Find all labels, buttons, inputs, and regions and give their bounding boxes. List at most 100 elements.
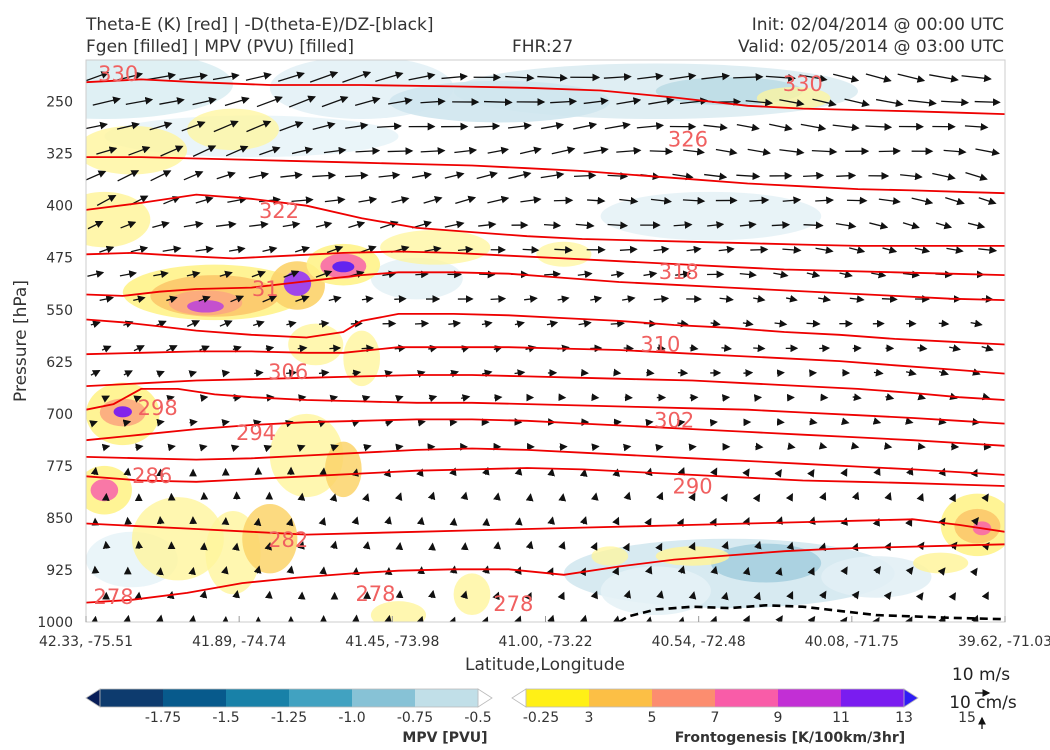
wind-vector-8 [342, 70, 372, 83]
wind-vector-259 [328, 295, 342, 303]
x-axis: 42.33, -75.51 41.89, -74.74 41.45, -73.98 4… [39, 616, 1050, 650]
wind-vector-325 [657, 344, 666, 352]
wind-vector-376 [494, 393, 503, 402]
wind-vector-118 [280, 171, 303, 180]
wind-vector-581 [775, 567, 783, 576]
wind-vector-495 [720, 493, 728, 503]
wind-vector-168 [87, 220, 104, 230]
wind-vector-57 [116, 121, 140, 130]
wind-vector-116 [216, 171, 236, 180]
wind-vector-21 [765, 73, 797, 82]
wind-vector-103 [715, 148, 738, 156]
wind-vector-506 [156, 515, 165, 525]
contour-label-278-15: 278 [355, 582, 395, 606]
field-fill-42 [655, 546, 730, 566]
wind-vector-50 [812, 98, 837, 107]
wind-vector-619 [188, 615, 197, 622]
wind-vector-383 [721, 394, 731, 402]
wind-vector-261 [394, 295, 407, 303]
theta-e-contour-298 [86, 388, 1005, 425]
wind-vector-500 [884, 492, 892, 501]
wind-vector-153 [520, 196, 542, 204]
x-tick-1: 41.89, -74.74 [192, 634, 286, 650]
wind-vector-171 [183, 220, 204, 229]
wind-vector-179 [444, 220, 465, 229]
wind-vector-11 [441, 72, 468, 81]
wind-vector-4 [212, 72, 240, 81]
wind-vector-555 [851, 542, 859, 552]
wind-vector-349 [514, 369, 526, 378]
wind-vector-296 [610, 319, 625, 328]
wind-vector-193 [902, 221, 920, 230]
wind-vector-482 [297, 492, 306, 501]
wind-vector-14 [537, 73, 568, 82]
field-fill-11 [821, 556, 932, 598]
field-fill-6 [600, 191, 822, 241]
wind-vector-346 [416, 370, 426, 378]
wind-vector-634 [677, 616, 685, 622]
wind-vector-496 [752, 493, 761, 503]
wind-vector-231 [315, 270, 333, 278]
wind-vector-502 [948, 493, 956, 503]
wind-vector-284 [219, 320, 233, 328]
wind-vector-254 [166, 295, 178, 304]
field-fill-27 [113, 406, 132, 418]
wind-vector-468 [742, 468, 750, 477]
wind-vector-63 [312, 121, 336, 131]
field-fill-47 [591, 546, 629, 566]
wind-vector-214 [686, 245, 702, 254]
wind-vector-101 [649, 147, 674, 156]
wind-vector-334 [949, 344, 961, 352]
theta-e-contour-326 [86, 156, 1005, 195]
wind-vector-611 [851, 590, 860, 600]
x-axis-label: Latitude,Longitude [465, 655, 625, 675]
wind-vector-20 [733, 73, 764, 81]
wind-vector-43 [583, 97, 609, 106]
wind-vector-36 [354, 96, 381, 107]
mpvbar-tick-0: -1.75 [145, 710, 181, 726]
wind-vector-280 [90, 320, 101, 328]
wind-vector-393 [122, 419, 132, 427]
wind-vector-87 [192, 145, 217, 157]
wind-vector-44 [616, 97, 642, 105]
wind-vector-615 [981, 591, 989, 601]
contour-label-290-11: 290 [672, 475, 712, 499]
wind-vector-165 [911, 197, 934, 206]
y-tick-475: 475 [46, 251, 73, 267]
wind-vector-497 [785, 493, 793, 502]
contour-label-318-4: 318 [659, 260, 699, 284]
wind-vector-310 [166, 345, 178, 353]
wind-vector-550 [688, 541, 696, 551]
field-fill-30 [288, 323, 344, 366]
wind-vector-514 [416, 516, 425, 526]
contour-label-326-2: 326 [668, 128, 708, 152]
fgenbar-swatch-3 [652, 689, 716, 707]
wind-vector-470 [807, 468, 815, 478]
wind-vector-415 [841, 417, 850, 426]
wind-vector-493 [656, 491, 664, 501]
theta-e-contour-330 [86, 78, 1005, 115]
wind-vector-436 [623, 443, 632, 452]
wind-vector-418 [938, 417, 947, 426]
wind-vector-79 [832, 123, 860, 132]
fgenbar-swatch-2 [589, 689, 653, 707]
wind-vector-119 [312, 171, 337, 180]
wind-vector-328 [753, 344, 766, 353]
wind-vector-61 [246, 120, 272, 133]
y-tick-250: 250 [46, 95, 73, 111]
wind-vector-26 [929, 74, 959, 83]
wind-vector-207 [457, 245, 474, 254]
mpvbar-tick-5: -0.5 [464, 710, 491, 726]
wind-vector-605 [656, 590, 664, 599]
wind-vector-302 [806, 319, 821, 328]
wind-vector-233 [382, 270, 397, 279]
x-tick-6: 39.62, -71.03 [958, 634, 1050, 650]
wind-vector-370 [298, 394, 307, 402]
wind-vector-513 [384, 516, 392, 525]
wind-vector-471 [840, 468, 848, 477]
wind-vector-424 [230, 444, 240, 452]
wind-vector-78 [800, 123, 827, 132]
wind-vector-586 [937, 567, 946, 576]
wind-vector-54 [941, 98, 970, 107]
wind-vector-59 [181, 120, 206, 132]
